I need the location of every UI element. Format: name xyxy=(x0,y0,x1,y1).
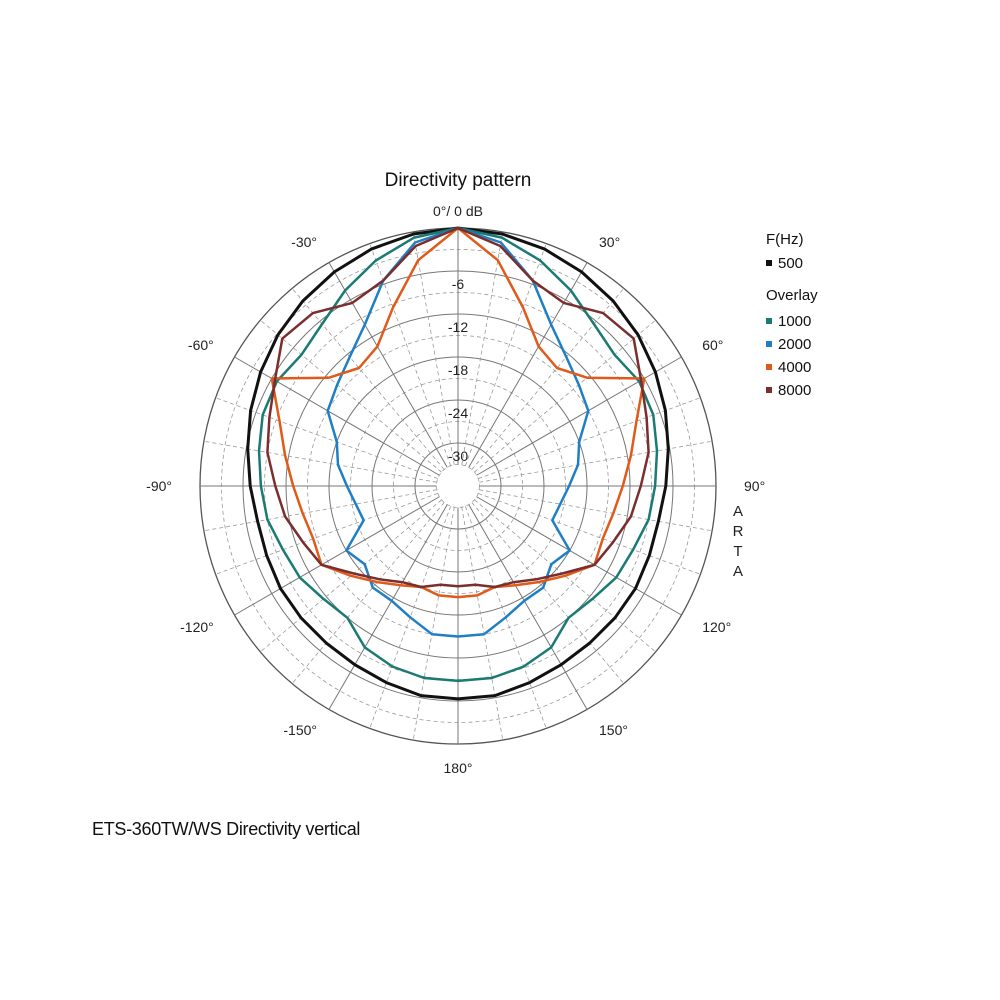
angle-label: -150° xyxy=(283,722,317,738)
grid-spoke xyxy=(291,288,445,470)
brand-letter: A xyxy=(733,503,743,520)
series-line-2000 xyxy=(326,226,590,638)
ring-label: -6 xyxy=(452,276,465,292)
legend-swatch-500 xyxy=(766,260,772,266)
ring-label: -30 xyxy=(448,448,468,464)
legend-label-1000: 1000 xyxy=(778,313,811,330)
grid-spoke xyxy=(474,319,656,473)
angle-label: 180° xyxy=(444,760,473,776)
legend-label-8000: 8000 xyxy=(778,382,811,399)
angle-label: -60° xyxy=(188,337,214,353)
chart-title: Directivity pattern xyxy=(385,170,532,191)
angle-label: 60° xyxy=(702,337,723,353)
legend-swatch-2000 xyxy=(766,341,772,347)
legend-label-500: 500 xyxy=(778,255,803,272)
grid-spoke xyxy=(328,262,448,468)
ring-label: -24 xyxy=(448,405,468,421)
grid-spoke xyxy=(291,502,445,684)
ring-label: -12 xyxy=(448,319,468,335)
grid-spoke xyxy=(464,506,547,729)
grid-spoke xyxy=(412,231,455,465)
series-line-500 xyxy=(246,226,670,701)
grid-spoke xyxy=(476,496,682,616)
grid-spoke xyxy=(215,397,438,480)
grid-spoke xyxy=(471,502,625,684)
ring-label: -18 xyxy=(448,362,468,378)
legend-title: F(Hz) xyxy=(766,231,804,248)
legend-subtitle: Overlay xyxy=(766,287,818,304)
series-line-1000 xyxy=(257,226,659,683)
grid-spoke xyxy=(476,356,682,476)
grid-spoke xyxy=(260,319,442,473)
series-layer xyxy=(246,226,670,701)
grid-spoke xyxy=(461,507,504,741)
legend: F(Hz) Overlay 500 1000 2000 4000 8000 xyxy=(766,231,818,399)
grid-ring-minor xyxy=(436,464,480,508)
grid-spoke xyxy=(215,492,438,575)
legend-swatch-1000 xyxy=(766,318,772,324)
grid-spoke xyxy=(468,262,588,468)
grid-spoke xyxy=(478,397,701,480)
angle-label: 120° xyxy=(702,619,731,635)
grid-spoke xyxy=(203,489,437,532)
angle-label: 150° xyxy=(599,722,628,738)
legend-swatch-8000 xyxy=(766,387,772,393)
grid-spoke xyxy=(479,489,713,532)
grid-spoke xyxy=(461,231,504,465)
grid-spoke xyxy=(468,504,588,710)
grid-spoke xyxy=(412,507,455,741)
brand-letter: A xyxy=(733,563,743,580)
grid-spoke xyxy=(479,440,713,483)
angle-label: 30° xyxy=(599,234,620,250)
chart-caption: ETS-360TW/WS Directivity vertical xyxy=(92,819,361,839)
grid-spoke xyxy=(369,506,452,729)
angle-label: -90° xyxy=(146,478,172,494)
grid-spoke xyxy=(203,440,437,483)
polar-grid xyxy=(199,227,717,745)
grid-spoke xyxy=(471,288,625,470)
legend-label-2000: 2000 xyxy=(778,336,811,353)
polar-labels: 0°/ 0 dB -6 -12 -18 -24 -30 30° 60° 90° 120° 150°… xyxy=(146,203,765,776)
series-line-8000 xyxy=(266,226,650,589)
angle-label: -30° xyxy=(291,234,317,250)
angle-label: -120° xyxy=(180,619,214,635)
grid-spoke xyxy=(234,356,440,476)
legend-label-4000: 4000 xyxy=(778,359,811,376)
grid-spoke xyxy=(328,504,448,710)
legend-swatch-4000 xyxy=(766,364,772,370)
brand-letter: R xyxy=(733,523,744,540)
angle-label: 90° xyxy=(744,478,765,494)
brand-letter: T xyxy=(733,543,742,560)
top-label: 0°/ 0 dB xyxy=(433,203,483,219)
grid-spoke xyxy=(478,492,701,575)
grid-spoke xyxy=(234,496,440,616)
grid-spoke xyxy=(474,499,656,653)
grid-spoke xyxy=(260,499,442,653)
series-line-4000 xyxy=(270,226,646,599)
